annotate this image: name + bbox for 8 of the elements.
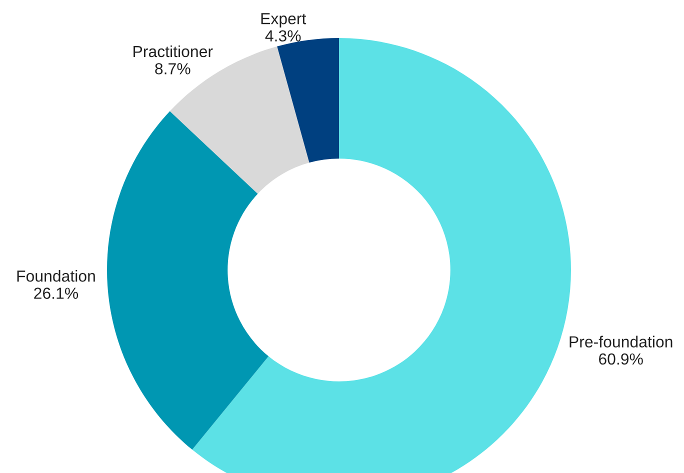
data-label: 8.7% xyxy=(155,63,190,74)
slice-label: Expert xyxy=(261,13,306,28)
data-label: 26.1% xyxy=(34,288,78,299)
data-label: 60.9% xyxy=(599,353,643,365)
data-label: 4.3% xyxy=(265,30,301,42)
slice-label: Practitioner xyxy=(134,45,213,58)
slice-label: Foundation xyxy=(17,270,95,282)
slice-label: Pre-foundation xyxy=(570,336,672,348)
